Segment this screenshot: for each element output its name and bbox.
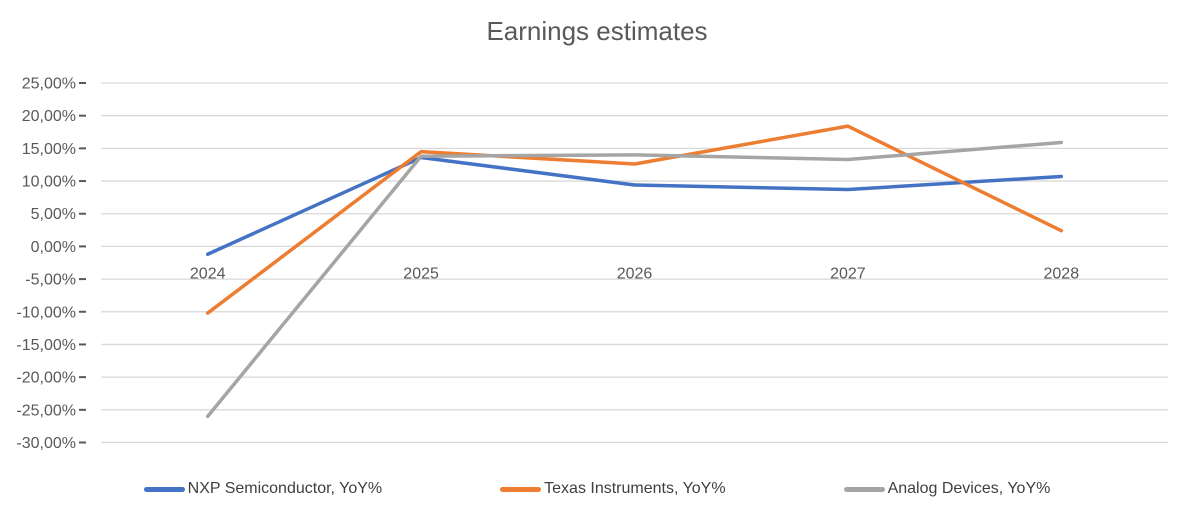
legend-item-3[interactable]: Analog Devices, YoY% [843, 480, 1051, 498]
x-axis-tick-label: 2028 [1044, 265, 1080, 282]
legend-label: Texas Instruments, YoY% [544, 480, 726, 497]
legend-item-1[interactable]: NXP Semiconductor, YoY% [143, 480, 383, 498]
y-axis-tick-label: -20,00% [16, 370, 76, 387]
y-axis-tick-label: 15,00% [22, 141, 76, 158]
y-axis-tick-label: 0,00% [31, 239, 76, 256]
legend-item-2[interactable]: Texas Instruments, YoY% [500, 480, 726, 498]
chart-legend: NXP Semiconductor, YoY% Texas Instruments… [0, 474, 1194, 504]
y-axis-tick-label: -5,00% [25, 272, 76, 289]
legend-line-swatch-icon [843, 486, 885, 492]
y-axis-tick-label: -15,00% [16, 337, 76, 354]
y-axis-tick-label: 5,00% [31, 206, 76, 223]
legend-line-swatch-icon [500, 486, 542, 492]
y-axis-tick-label: -25,00% [16, 402, 76, 419]
y-axis-tick-label: 25,00% [22, 76, 76, 93]
series-line-2[interactable] [205, 124, 1064, 315]
x-axis-tick-label: 2026 [617, 265, 653, 282]
legend-label: Analog Devices, YoY% [887, 480, 1051, 497]
legend-label: NXP Semiconductor, YoY% [187, 480, 383, 497]
x-axis-tick-label: 2024 [190, 265, 226, 282]
chart-title: Earnings estimates [486, 16, 708, 46]
y-axis-tick-label: 10,00% [22, 174, 76, 191]
x-axis-tick-label: 2025 [403, 265, 439, 282]
series-line-3[interactable] [205, 140, 1064, 419]
y-axis-tick-label: -30,00% [16, 435, 76, 452]
y-axis-tick-label: -10,00% [16, 304, 76, 321]
y-axis-tick-label: 20,00% [22, 108, 76, 125]
series-line-1[interactable] [205, 155, 1064, 257]
legend-line-swatch-icon [143, 486, 185, 492]
x-axis-tick-label: 2027 [830, 265, 866, 282]
